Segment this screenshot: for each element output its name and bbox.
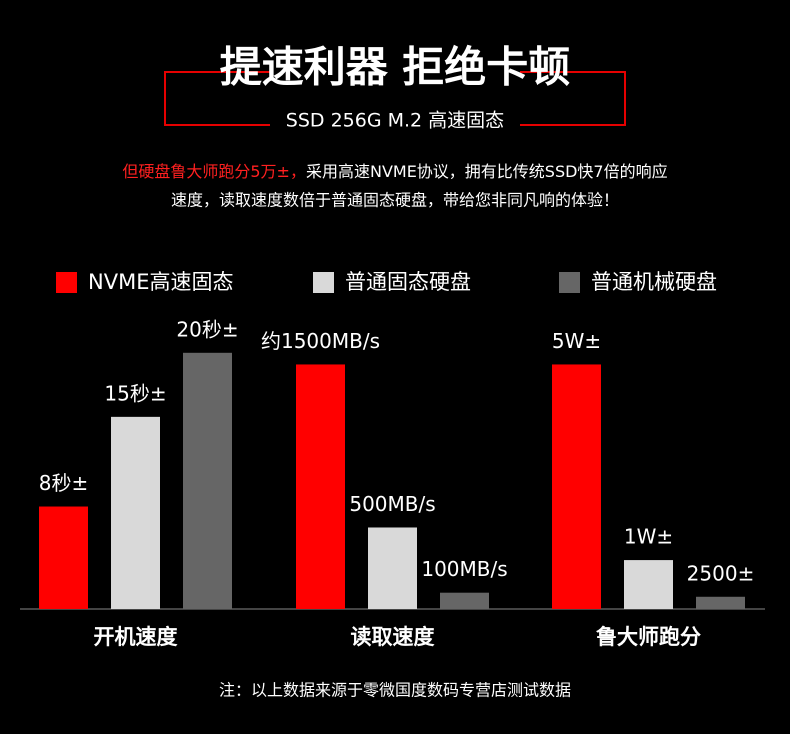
bar [296, 364, 345, 609]
category-label: 鲁大师跑分 [596, 625, 701, 649]
bar [440, 592, 489, 609]
value-label: 500MB/s [349, 492, 435, 516]
bar [39, 506, 88, 609]
bar [368, 527, 417, 609]
legend-label: NVME高速固态 [88, 270, 233, 294]
description-line: 速度，读取速度数倍于普通固态硬盘，带给您非同凡响的体验！ [171, 191, 619, 210]
value-label: 1W± [624, 525, 673, 549]
bar [624, 560, 673, 609]
bar [552, 364, 601, 609]
legend-swatch [559, 272, 580, 293]
category-label: 读取速度 [351, 625, 435, 649]
legend-swatch [313, 272, 334, 293]
value-label: 约1500MB/s [261, 329, 380, 353]
value-label: 20秒± [176, 317, 238, 341]
title: 提速利器 拒绝卡顿 [220, 43, 571, 92]
title-frame [164, 71, 626, 126]
value-label: 100MB/s [421, 557, 507, 581]
highlight: 但硬盘鲁大师跑分5万±， [122, 162, 306, 181]
value-label: 15秒± [104, 381, 166, 405]
legend-label: 普通固态硬盘 [345, 270, 471, 294]
description: 但硬盘鲁大师跑分5万±，采用高速NVME协议，拥有比传统SSD快7倍的响应 [122, 162, 667, 181]
description-line: 采用高速NVME协议，拥有比传统SSD快7倍的响应 [306, 162, 668, 181]
bar [183, 352, 232, 609]
footnote: 注：以上数据来源于零微国度数码专营店测试数据 [219, 681, 571, 700]
bar [111, 416, 160, 609]
value-label: 5W± [552, 329, 601, 353]
category-label: 开机速度 [94, 625, 178, 649]
value-label: 8秒± [39, 471, 88, 495]
legend-label: 普通机械硬盘 [591, 270, 717, 294]
legend-swatch [56, 272, 77, 293]
subtitle: SSD 256G M.2 高速固态 [286, 110, 504, 132]
value-label: 2500± [687, 561, 755, 585]
bar [696, 596, 745, 609]
